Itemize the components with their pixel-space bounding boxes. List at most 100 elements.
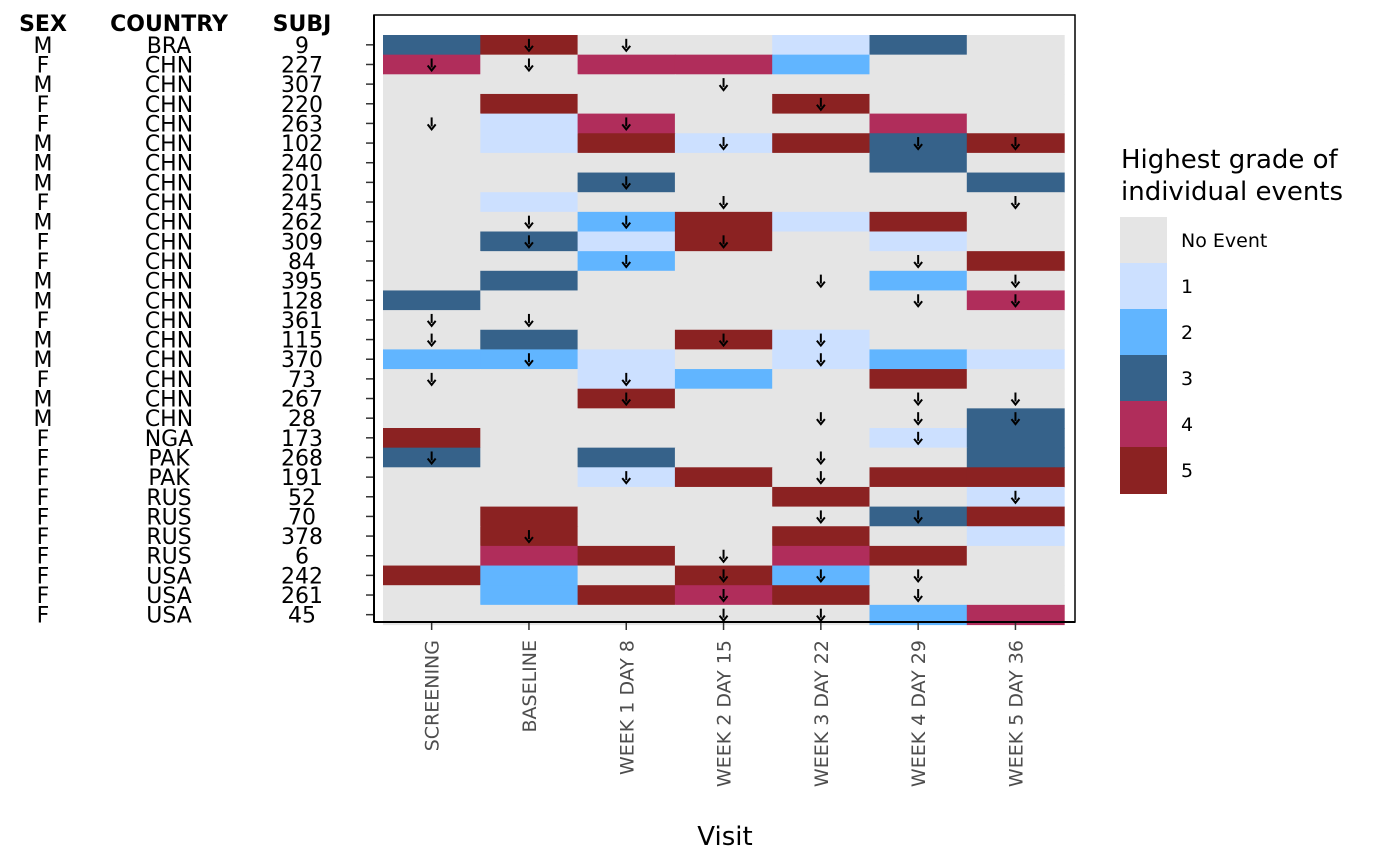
heatmap-cell — [480, 369, 579, 390]
heatmap-cell — [772, 74, 871, 95]
heatmap-cell — [480, 329, 579, 350]
row-label-country: RUS — [146, 505, 191, 530]
row-label-country: CHN — [145, 289, 193, 314]
heatmap-cell — [577, 604, 676, 626]
row-label-country: USA — [146, 584, 192, 609]
heatmap-cell — [383, 506, 481, 527]
heatmap-cell — [480, 467, 579, 488]
heatmap-cell — [966, 545, 1065, 567]
row-label-country: CHN — [145, 112, 193, 137]
heatmap-cell — [383, 211, 481, 233]
heatmap-cell — [966, 349, 1065, 370]
event-marker-arrow — [1010, 294, 1021, 308]
row-label-sex: F — [37, 309, 50, 334]
heatmap-cell — [383, 74, 481, 95]
event-marker-arrow — [718, 608, 729, 623]
row-label-sex: M — [34, 270, 53, 295]
event-marker-arrow — [816, 569, 826, 583]
heatmap-cell — [869, 192, 968, 213]
heatmap-cell — [674, 447, 773, 468]
row-label-sex: F — [37, 368, 50, 393]
event-marker-arrow — [913, 412, 923, 426]
row-label-country: CHN — [145, 53, 193, 78]
legend-swatch — [1120, 447, 1167, 494]
event-marker-arrow — [816, 333, 826, 348]
x-tick-label: WEEK 2 DAY 15 — [714, 640, 736, 787]
row-label-subject: 309 — [281, 230, 323, 255]
heatmap-cell — [772, 192, 871, 213]
heatmap-cell — [966, 585, 1065, 606]
event-marker-arrow — [816, 471, 826, 485]
header-country: COUNTRY — [110, 12, 229, 37]
heatmap-cell — [674, 408, 773, 429]
row-label-subject: 191 — [281, 466, 323, 491]
heatmap-cell — [577, 290, 676, 311]
row-label-country: PAK — [148, 466, 190, 491]
row-label-sex: F — [37, 112, 50, 137]
event-marker-arrow — [816, 451, 826, 466]
row-label-country: RUS — [146, 486, 191, 511]
heatmap-cell — [480, 74, 579, 95]
heatmap-cell — [869, 486, 968, 508]
row-label-sex: M — [34, 152, 53, 177]
heatmap-cell — [480, 133, 579, 154]
heatmap-cell — [480, 93, 579, 115]
event-marker-arrow — [621, 471, 632, 485]
event-marker-arrow — [621, 372, 632, 387]
row-label-subject: 262 — [281, 211, 323, 236]
heatmap-cell — [480, 192, 579, 213]
row-label-subject: 220 — [281, 93, 323, 118]
header-sex: SEX — [19, 12, 67, 37]
event-marker-arrow — [816, 608, 826, 623]
row-label-subject: 261 — [281, 584, 323, 609]
row-label-sex: M — [34, 73, 53, 98]
legend-label: 2 — [1181, 322, 1193, 344]
heatmap-cell — [577, 231, 676, 252]
row-label-country: USA — [146, 604, 192, 629]
plot-panel — [373, 14, 1076, 626]
row-label-country: RUS — [146, 525, 191, 550]
row-label-country: CHN — [145, 368, 193, 393]
event-marker-arrow — [913, 431, 923, 446]
heatmap-cell — [577, 74, 676, 95]
event-marker-arrow — [1010, 196, 1021, 210]
heatmap-cell — [869, 231, 968, 252]
row-label-sex: F — [37, 427, 50, 452]
row-label-sex: M — [34, 34, 53, 59]
heatmap-cell — [869, 93, 968, 115]
row-label-sex: F — [37, 446, 50, 471]
row-label-sex: M — [34, 388, 53, 413]
row-label-country: CHN — [145, 93, 193, 118]
event-marker-arrow — [816, 412, 826, 426]
row-label-subject: 102 — [281, 132, 323, 157]
heatmap-cell — [383, 467, 481, 488]
row-label-subject: 73 — [288, 368, 316, 393]
event-marker-arrow — [816, 97, 826, 112]
x-tick-label: WEEK 4 DAY 29 — [908, 640, 930, 787]
heatmap-cell — [966, 54, 1065, 75]
legend-label: 5 — [1181, 460, 1193, 482]
row-label-country: CHN — [145, 309, 193, 334]
heatmap-cell — [383, 192, 481, 213]
x-axis: SCREENING BASELINE WEEK 1 DAY 8 WEEK 2 DAY … — [374, 621, 1075, 787]
event-marker-arrow — [718, 569, 729, 583]
heatmap-cell — [674, 93, 773, 115]
row-label-sex: F — [37, 53, 50, 78]
heatmap-cell — [383, 585, 481, 606]
event-marker-arrow — [913, 589, 923, 603]
heatmap-cell — [674, 270, 773, 292]
heatmap-cell — [869, 74, 968, 95]
heatmap-cell — [480, 447, 579, 468]
heatmap-cell — [966, 93, 1065, 115]
heatmap-cell — [966, 428, 1065, 449]
row-label-country: CHN — [145, 73, 193, 98]
event-marker-arrow — [718, 589, 729, 603]
row-label-sex: M — [34, 407, 53, 432]
heatmap-cell — [772, 585, 871, 606]
event-marker-arrow — [524, 235, 534, 249]
heatmap-cell — [772, 290, 871, 311]
heatmap-cell — [480, 565, 579, 586]
event-marker-arrow — [1010, 392, 1021, 407]
legend-title: Highest grade of — [1121, 145, 1339, 175]
heatmap-cell — [383, 152, 481, 174]
